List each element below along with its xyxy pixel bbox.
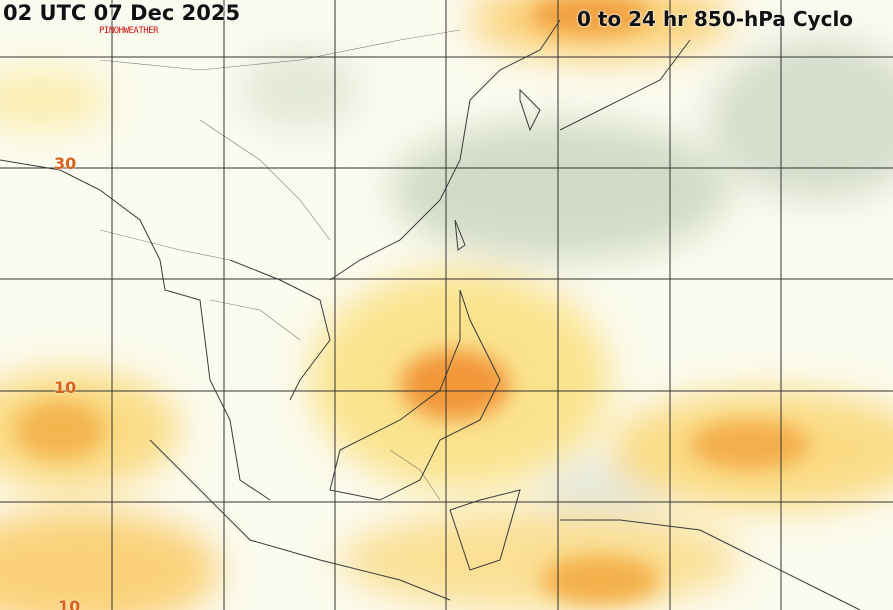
field-maxima [15,0,810,605]
latitude-label-30: 30 [54,154,77,173]
latitude-label-10: 10 [54,378,77,397]
latitude-label-minus10: 10 [58,597,81,610]
borders [99,29,461,501]
valid-time-title: 02 UTC 07 Dec 2025 [3,1,241,25]
credit-logo: PINOHWEATHER [99,26,159,36]
product-title: 0 to 24 hr 850-hPa Cyclo [577,7,854,31]
